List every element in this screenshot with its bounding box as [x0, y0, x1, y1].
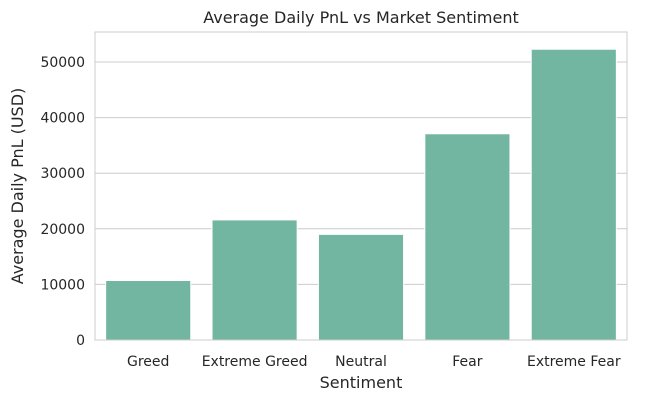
y-tick-label: 0 — [76, 333, 85, 349]
plot-frame — [94, 31, 628, 341]
x-tick-label: Extreme Fear — [527, 354, 621, 370]
x-tick-label: Neutral — [335, 354, 387, 370]
bar-fear — [424, 133, 511, 341]
x-tick-label: Extreme Greed — [202, 354, 308, 370]
y-tick-label: 10000 — [40, 277, 85, 293]
bars — [105, 48, 617, 341]
y-tick-label: 40000 — [40, 111, 85, 127]
y-axis-label: Average Daily PnL (USD) — [8, 88, 27, 285]
x-axis-label: Sentiment — [320, 373, 403, 392]
bar-extreme-greed — [211, 219, 298, 341]
bar-neutral — [317, 233, 405, 341]
y-tick-label: 20000 — [40, 222, 85, 238]
chart-title: Average Daily PnL vs Market Sentiment — [203, 8, 519, 27]
x-tick-labels: Greed Extreme Greed Neutral Fear Extreme Fea… — [127, 354, 621, 370]
y-tick-label: 30000 — [40, 166, 85, 182]
x-tick-label: Greed — [127, 354, 169, 370]
bar-extreme-fear — [530, 48, 617, 341]
y-tick-label: 50000 — [40, 55, 85, 71]
x-tick-label: Fear — [452, 354, 482, 370]
bar-greed — [105, 280, 192, 341]
y-tick-labels: 0 10000 20000 30000 40000 50000 — [40, 55, 85, 349]
